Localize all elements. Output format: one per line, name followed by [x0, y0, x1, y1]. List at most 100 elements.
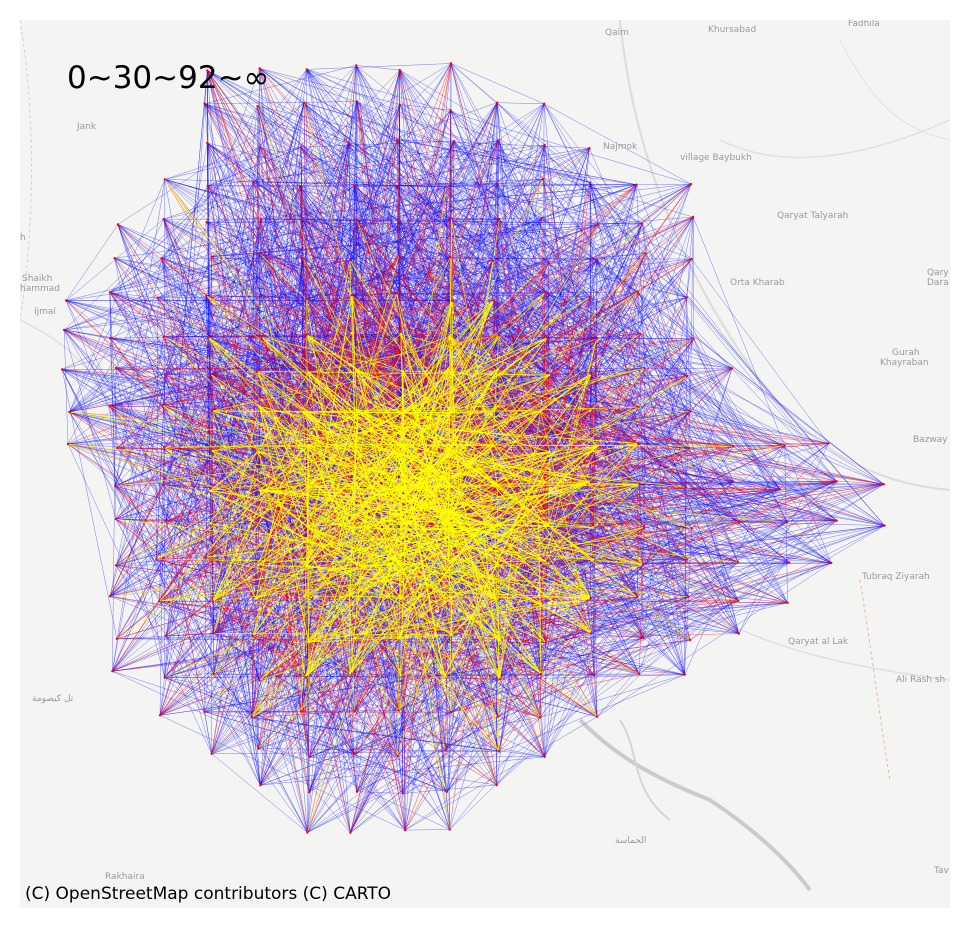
flow-edge-3857: [257, 529, 501, 566]
flow-node-17: [347, 141, 350, 145]
flow-node-221: [443, 675, 446, 678]
legend-title: 0~30~92~∞: [67, 60, 270, 96]
flow-node-215: [163, 676, 166, 679]
flow-edge-2853: [544, 292, 644, 565]
flow-node-201: [164, 634, 167, 638]
road-east: [719, 119, 950, 159]
flow-edge-2221: [355, 638, 446, 751]
flow-edge-4023: [388, 452, 398, 529]
flow-edge-3978: [301, 368, 499, 460]
flow-node-91: [164, 373, 167, 377]
flow-node-143: [496, 483, 499, 487]
flow-edge-2308: [350, 223, 643, 833]
flow-node-70: [492, 299, 495, 302]
flow-edge-3016: [350, 445, 494, 833]
place-label-najmok: Najmok: [603, 142, 638, 152]
flow-edge-1729: [356, 791, 403, 794]
flow-edge-3792: [159, 444, 309, 602]
flow-edge-1423: [640, 253, 646, 334]
map-frame[interactable]: Qaim Khursabad Fadhila Jank Najmok villa…: [20, 20, 950, 908]
flow-node-39: [301, 217, 304, 221]
flow-node-249: [445, 790, 448, 793]
flow-edge-4000: [396, 452, 440, 612]
flow-edge-3934: [439, 481, 589, 524]
flow-edge-4046: [338, 482, 357, 551]
flow-edge-3332: [252, 710, 355, 718]
flow-edge-3561: [398, 560, 546, 711]
flow-edge-3847: [349, 552, 364, 674]
flow-edge-1462: [637, 291, 781, 490]
flow-edge-3411: [308, 597, 591, 643]
flow-edge-3834: [398, 550, 463, 639]
flow-node-187: [211, 600, 214, 603]
flow-edge-3970: [424, 368, 449, 494]
flow-node-182: [736, 561, 740, 564]
flow-edge-3957: [499, 553, 513, 680]
flow-edge-1881: [63, 102, 305, 331]
flow-edge-1809: [206, 220, 357, 223]
flow-edge-3390: [357, 255, 400, 411]
flow-edge-3523: [355, 482, 501, 680]
flow-node-49: [160, 256, 163, 260]
flow-node-242: [444, 749, 447, 752]
flow-edge-2136: [402, 603, 542, 794]
flow-node-66: [305, 297, 308, 300]
flow-edge-2162: [260, 218, 263, 296]
map-canvas[interactable]: [20, 20, 950, 908]
flow-edge-3500: [349, 337, 548, 596]
flow-edge-3922: [421, 477, 497, 600]
flow-edge-3310: [300, 601, 446, 712]
flow-edge-1307: [688, 481, 837, 598]
flow-edge-1849: [348, 142, 637, 185]
flow-node-154: [209, 522, 212, 525]
flow-edge-2133: [304, 102, 694, 218]
flow-node-141: [395, 487, 398, 490]
flow-node-85: [546, 336, 549, 339]
flow-edge-3699: [495, 526, 645, 600]
flow-edge-1673: [117, 102, 305, 225]
flow-node-125: [396, 451, 399, 454]
flow-edge-212: [594, 639, 691, 676]
flow-edge-131: [450, 63, 549, 263]
flow-edge-4002: [307, 512, 491, 527]
flow-edge-4044: [401, 412, 460, 417]
flow-edge-3655: [302, 295, 353, 413]
flow-edge-3499: [307, 526, 500, 752]
flow-edge-2944: [597, 445, 687, 488]
flow-edge-2137: [496, 102, 687, 298]
flow-node-63: [156, 296, 160, 299]
flow-edge-3992: [416, 504, 547, 643]
flow-edge-2495: [207, 142, 209, 338]
flow-edge-2003: [207, 146, 302, 187]
flow-node-172: [256, 563, 259, 567]
flow-edge-3797: [303, 527, 351, 597]
flow-edge-3608: [398, 597, 591, 639]
flow-node-139: [305, 485, 309, 489]
flow-edge-3635: [448, 521, 541, 718]
flow-edge-2738: [636, 411, 691, 598]
flow-edge-3763: [356, 565, 398, 756]
flow-edge-3251: [402, 140, 499, 372]
flow-edge-4015: [351, 295, 359, 447]
flow-node-254: [448, 828, 451, 831]
flow-edge-2811: [497, 405, 885, 526]
flow-edge-2066: [309, 673, 541, 758]
flow-node-222: [498, 678, 501, 681]
flow-node-195: [589, 596, 592, 600]
flow-edge-3042: [212, 450, 351, 528]
flow-edge-3933: [447, 462, 497, 600]
flow-edge-3939: [308, 564, 374, 643]
flow-edge-765: [255, 525, 885, 599]
flow-edge-3652: [300, 526, 308, 712]
flow-edge-3732: [448, 291, 638, 523]
flow-edge-3887: [306, 334, 482, 480]
flow-edge-4029: [410, 504, 501, 680]
flow-node-175: [396, 561, 400, 564]
flow-edge-3644: [448, 521, 452, 713]
flow-edge-3989: [304, 479, 449, 562]
flow-edge-3447: [259, 300, 494, 491]
flow-node-183: [788, 561, 791, 564]
flow-edge-4024: [398, 368, 449, 497]
flow-edge-3487: [497, 375, 688, 486]
flow-edge-1052: [204, 103, 261, 148]
